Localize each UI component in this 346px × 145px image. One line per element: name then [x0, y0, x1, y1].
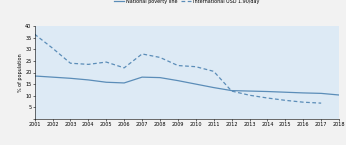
- International USD 1.90/day: [212, 70, 216, 72]
- International USD 1.90/day: [33, 33, 37, 35]
- International USD 1.90/day: [283, 99, 288, 101]
- Line: National poverty line: National poverty line: [35, 76, 339, 95]
- National poverty line: [176, 80, 180, 81]
- International USD 1.90/day: [301, 101, 305, 103]
- International USD 1.90/day: [158, 57, 162, 58]
- National poverty line: [337, 94, 341, 96]
- International USD 1.90/day: [122, 67, 126, 69]
- International USD 1.90/day: [265, 97, 270, 99]
- National poverty line: [194, 83, 198, 85]
- National poverty line: [212, 87, 216, 88]
- Y-axis label: % of population: % of population: [18, 53, 23, 92]
- International USD 1.90/day: [319, 102, 323, 104]
- International USD 1.90/day: [247, 94, 252, 96]
- National poverty line: [33, 75, 37, 77]
- National poverty line: [265, 91, 270, 92]
- International USD 1.90/day: [69, 62, 73, 64]
- International USD 1.90/day: [140, 53, 144, 55]
- National poverty line: [247, 90, 252, 92]
- International USD 1.90/day: [104, 61, 108, 63]
- International USD 1.90/day: [194, 66, 198, 68]
- National poverty line: [104, 81, 108, 83]
- International USD 1.90/day: [86, 64, 90, 65]
- Line: International USD 1.90/day: International USD 1.90/day: [35, 34, 321, 103]
- National poverty line: [158, 77, 162, 78]
- International USD 1.90/day: [176, 65, 180, 66]
- International USD 1.90/day: [51, 47, 55, 49]
- National poverty line: [283, 91, 288, 93]
- National poverty line: [51, 76, 55, 78]
- National poverty line: [301, 92, 305, 94]
- National poverty line: [86, 79, 90, 81]
- International USD 1.90/day: [229, 90, 234, 92]
- Legend: National poverty line, International USD 1.90/day: National poverty line, International USD…: [114, 0, 260, 4]
- National poverty line: [122, 82, 126, 84]
- National poverty line: [69, 77, 73, 79]
- National poverty line: [229, 90, 234, 91]
- National poverty line: [319, 93, 323, 94]
- National poverty line: [140, 76, 144, 78]
